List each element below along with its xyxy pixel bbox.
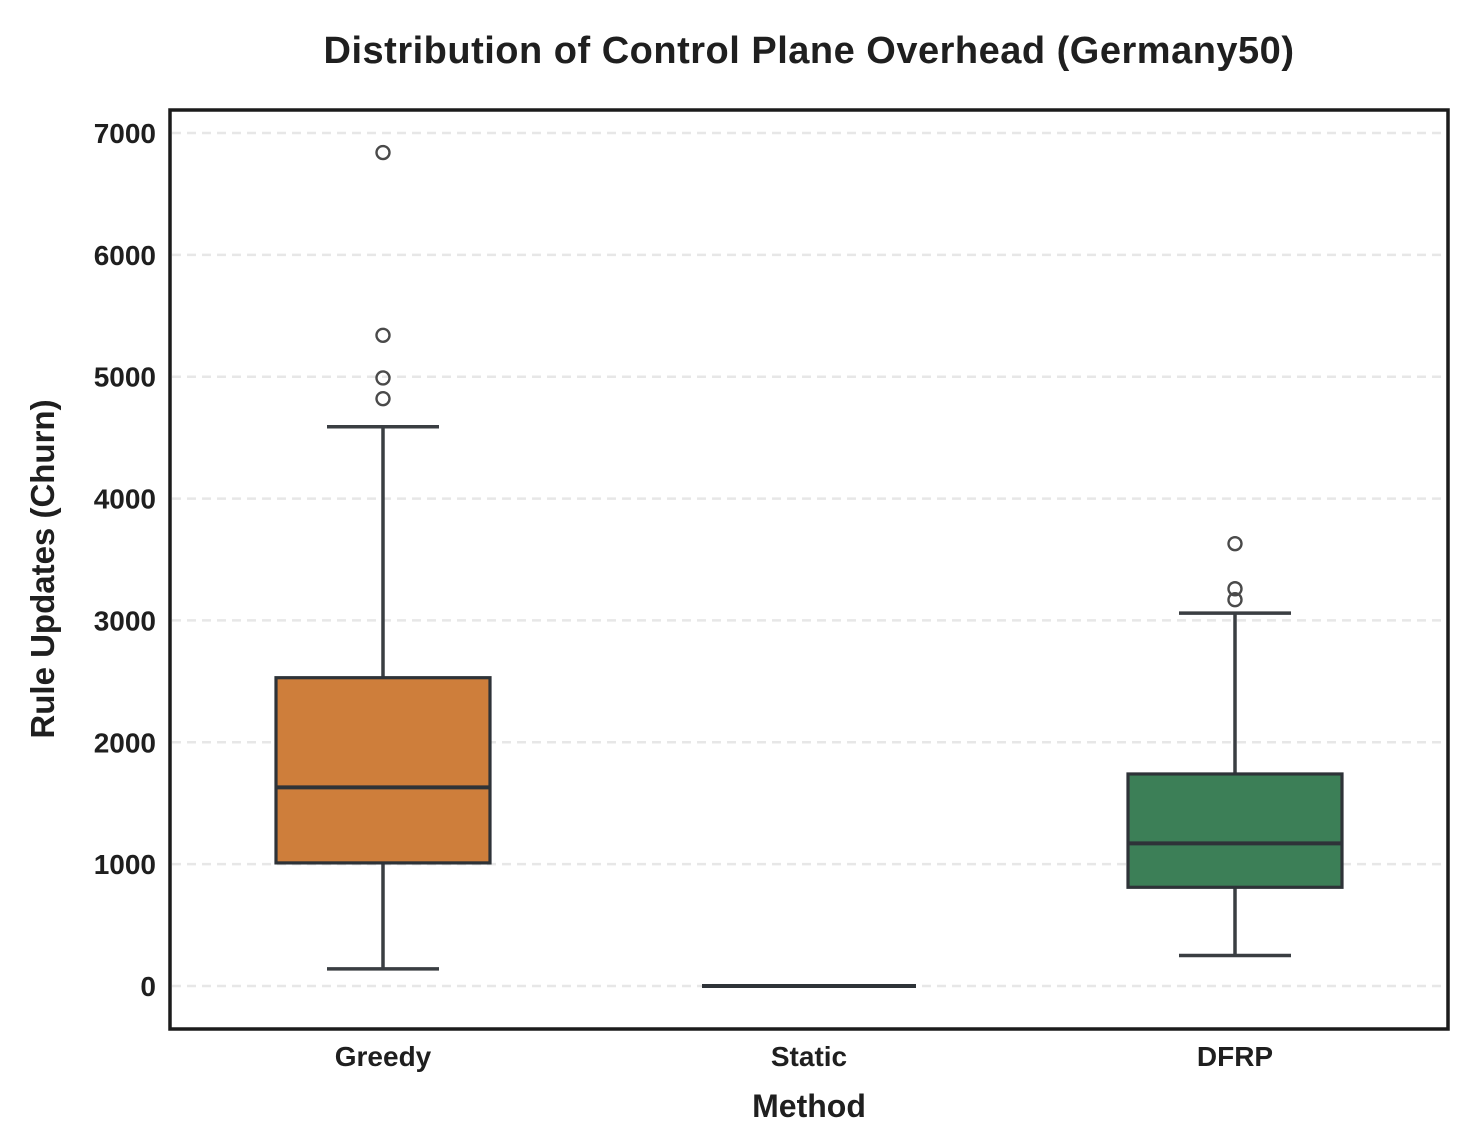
y-tick-label-7000: 7000 xyxy=(94,118,156,149)
outlier-Greedy-5340 xyxy=(375,327,391,344)
outlier-Greedy-4820 xyxy=(375,390,391,407)
outlier-Greedy-6840 xyxy=(375,144,391,161)
y-tick-label-3000: 3000 xyxy=(94,605,156,636)
box-DFRP xyxy=(1126,772,1344,889)
chart-title: Distribution of Control Plane Overhead (… xyxy=(323,30,1295,72)
x-tick-label-Static: Static xyxy=(771,1041,847,1072)
y-tick-label-6000: 6000 xyxy=(94,240,156,271)
x-tick-label-Greedy: Greedy xyxy=(335,1041,432,1072)
outlier-DFRP-3170 xyxy=(1227,592,1243,608)
y-tick-label-0: 0 xyxy=(140,971,156,1002)
x-tick-label-DFRP: DFRP xyxy=(1197,1041,1273,1072)
plot-frame xyxy=(168,108,1450,1031)
y-tick-label-1000: 1000 xyxy=(94,849,156,880)
y-tick-label-2000: 2000 xyxy=(94,727,156,758)
outlier-Greedy-4990 xyxy=(375,370,391,386)
x-axis-label: Method xyxy=(752,1088,866,1124)
y-tick-label-5000: 5000 xyxy=(94,362,156,393)
box-Greedy xyxy=(274,676,492,865)
outlier-DFRP-3630 xyxy=(1227,535,1243,552)
y-tick-label-4000: 4000 xyxy=(94,484,156,515)
outlier-DFRP-3260 xyxy=(1227,581,1243,597)
